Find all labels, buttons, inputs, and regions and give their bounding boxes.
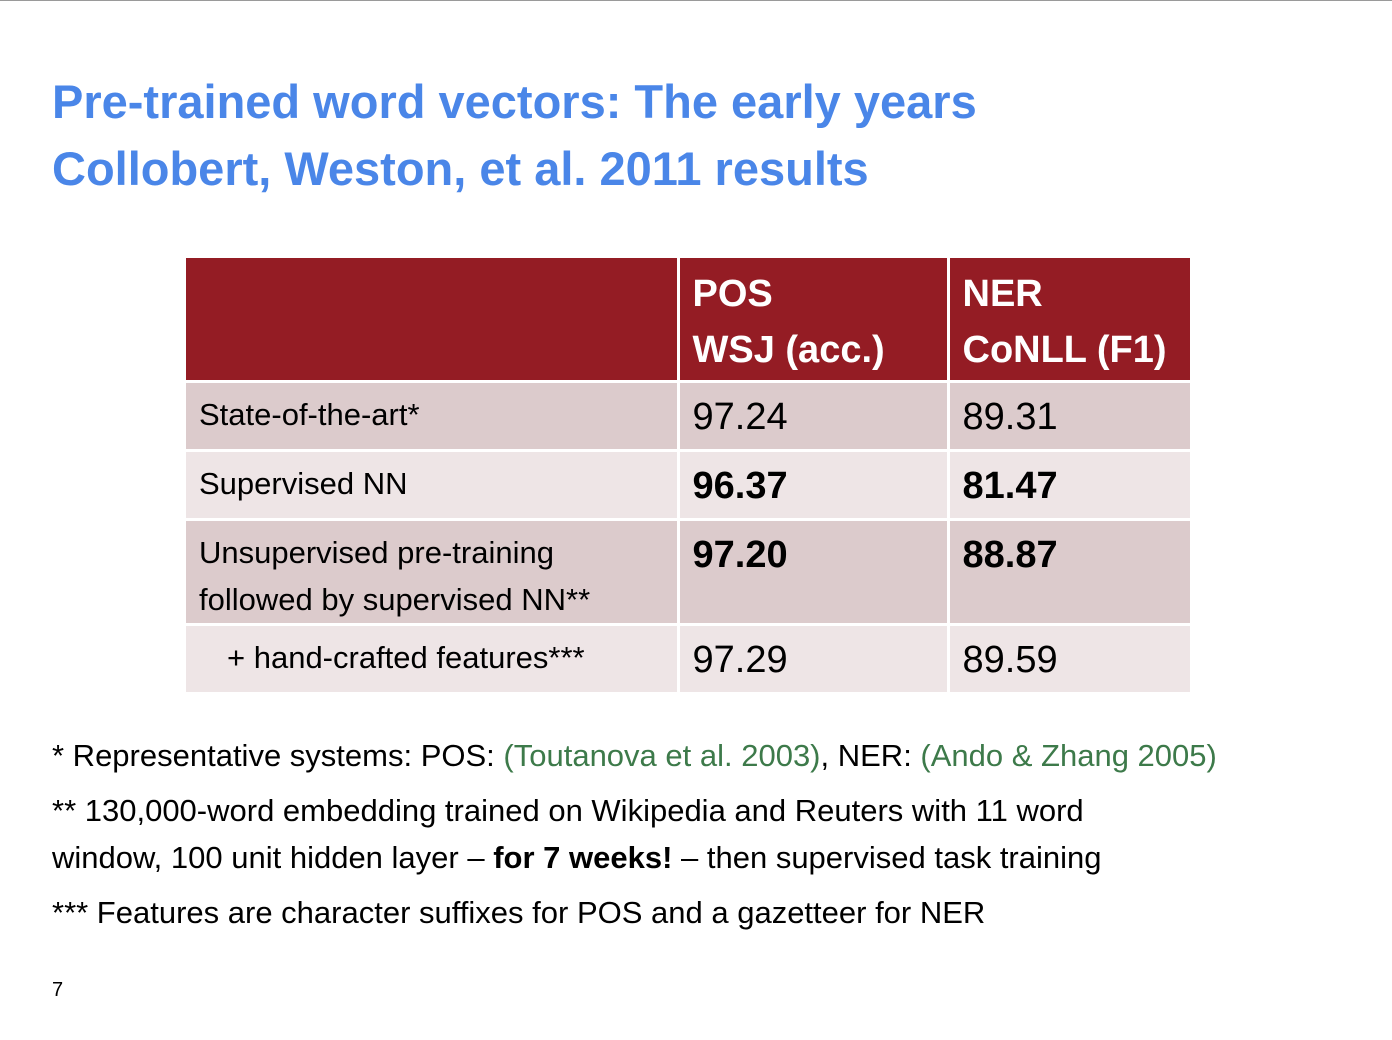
pos-value: 97.24 xyxy=(692,396,788,438)
row-label: + hand-crafted features*** xyxy=(227,640,585,675)
header-pos-title: POS xyxy=(692,273,773,315)
footnote-1-middle: , NER: xyxy=(820,738,921,773)
row-label-cell: Unsupervised pre-training followed by su… xyxy=(186,518,680,626)
ner-value: 88.87 xyxy=(962,534,1058,576)
table-header-row: POS WSJ (acc.) NER CoNLL (F1) xyxy=(186,258,1190,383)
row-label: State-of-the-art* xyxy=(199,397,420,432)
ner-value-cell: 89.59 xyxy=(946,623,1190,692)
ner-value-cell: 81.47 xyxy=(946,449,1190,521)
pos-value: 96.37 xyxy=(692,465,788,507)
row-label: Unsupervised pre-training followed by su… xyxy=(186,521,677,623)
ner-value: 89.59 xyxy=(962,639,1058,681)
footnote-2-emphasis: for 7 weeks! xyxy=(493,840,673,875)
header-ner-metric: CoNLL (F1) xyxy=(962,329,1167,371)
row-label: Supervised NN xyxy=(199,466,408,501)
ner-value: 81.47 xyxy=(962,465,1058,507)
row-label-cell: + hand-crafted features*** xyxy=(186,623,680,692)
footnote-1-prefix: * Representative systems: POS: xyxy=(52,738,504,773)
pos-value: 97.20 xyxy=(692,534,788,576)
slide-title: Pre-trained word vectors: The early year… xyxy=(52,68,977,202)
citation-toutanova: (Toutanova et al. 2003) xyxy=(503,738,821,773)
header-cell-ner: NER CoNLL (F1) xyxy=(946,258,1190,383)
footnote-3: *** Features are character suffixes for … xyxy=(52,895,986,930)
ner-value: 89.31 xyxy=(962,396,1058,438)
slide-title-line1: Pre-trained word vectors: The early year… xyxy=(52,75,977,128)
header-pos-metric: WSJ (acc.) xyxy=(692,329,885,371)
footnote-2-line2-suffix: – then supervised task training xyxy=(672,840,1102,875)
header-cell-pos: POS WSJ (acc.) xyxy=(676,258,950,383)
row-label-line2: followed by supervised NN** xyxy=(199,582,591,617)
results-table: POS WSJ (acc.) NER CoNLL (F1) State-of-t… xyxy=(186,258,1190,692)
pos-value-cell: 97.24 xyxy=(676,380,950,452)
table-row-state-of-the-art: State-of-the-art* 97.24 89.31 xyxy=(186,380,1190,452)
ner-value-cell: 88.87 xyxy=(946,518,1190,626)
pos-value-cell: 97.29 xyxy=(676,623,950,692)
ner-value-cell: 89.31 xyxy=(946,380,1190,452)
pos-value-cell: 96.37 xyxy=(676,449,950,521)
table-row-supervised-nn: Supervised NN 96.37 81.47 xyxy=(186,449,1190,521)
table-row-hand-crafted-features: + hand-crafted features*** 97.29 89.59 xyxy=(186,623,1190,692)
slide-title-line2: Collobert, Weston, et al. 2011 results xyxy=(52,142,869,195)
footnote-1: * Representative systems: POS: (Toutanov… xyxy=(52,732,1382,779)
row-label-cell: Supervised NN xyxy=(186,449,680,521)
header-cell-empty xyxy=(186,258,680,383)
citation-ando-zhang: (Ando & Zhang 2005) xyxy=(920,738,1217,773)
footnote-2-line2-prefix: window, 100 unit hidden layer – xyxy=(52,840,494,875)
page-number: 7 xyxy=(52,979,64,1001)
top-divider xyxy=(0,0,1392,1)
footnotes: * Representative systems: POS: (Toutanov… xyxy=(52,732,1382,944)
table-row-unsupervised-pretraining: Unsupervised pre-training followed by su… xyxy=(186,518,1190,626)
row-label-cell: State-of-the-art* xyxy=(186,380,680,452)
header-ner-title: NER xyxy=(962,273,1043,315)
footnote-2-line1: ** 130,000-word embedding trained on Wik… xyxy=(52,793,1084,828)
pos-value-cell: 97.20 xyxy=(676,518,950,626)
footnote-2: ** 130,000-word embedding trained on Wik… xyxy=(52,787,1382,881)
row-label-line1: Unsupervised pre-training xyxy=(199,535,554,570)
pos-value: 97.29 xyxy=(692,639,788,681)
